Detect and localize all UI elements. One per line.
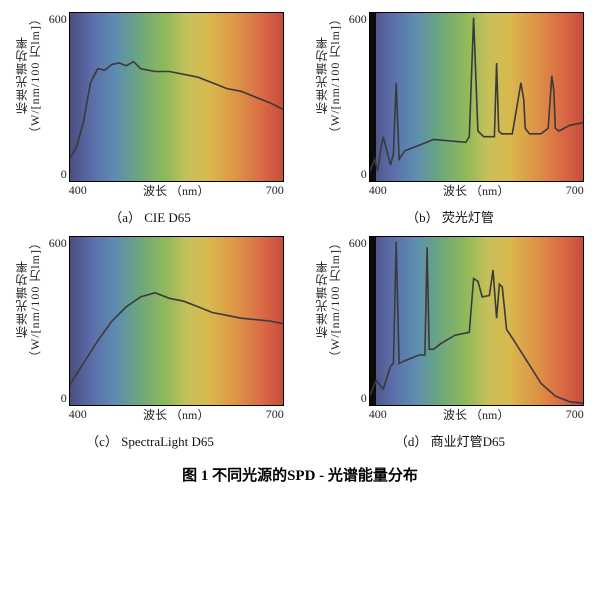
figure-caption: 图 1 不同光源的SPD - 光谱能量分布 [8, 464, 592, 485]
spd-plot-b [369, 12, 584, 182]
y-axis-label: 标准光谱功率 （W/[nm/100 万lm]） [16, 12, 42, 147]
panel-b: 标准光谱功率 （W/[nm/100 万lm]） 600 0 400 700 [308, 12, 592, 226]
x-axis-label: 波长 （nm） [69, 182, 284, 199]
spectrum-background [69, 236, 284, 406]
left-dark-bar [369, 236, 376, 406]
spd-plot-a [69, 12, 284, 182]
y-axis-label: 标准光谱功率 （W/[nm/100 万lm]） [316, 12, 342, 147]
left-dark-bar [369, 12, 376, 182]
panel-a: 标准光谱功率 （W/[nm/100 万lm]） 600 0 400 700 [8, 12, 292, 226]
subcaption-a: （a） CIE D65 [109, 207, 191, 226]
y-ticks: 600 0 [345, 12, 367, 182]
spectrum-background [369, 236, 584, 406]
subcaption-d: （d） 商业灯管D65 [395, 431, 505, 450]
subcaption-b: （b） 荧光灯管 [406, 207, 494, 226]
spectrum-background [69, 12, 284, 182]
y-ticks: 600 0 [345, 236, 367, 406]
subcaption-c: （c） SpectraLight D65 [86, 431, 214, 450]
spd-plot-c [69, 236, 284, 406]
y-ticks: 600 0 [45, 12, 67, 182]
panel-d: 标准光谱功率 （W/[nm/100 万lm]） 600 0 400 700 [308, 236, 592, 450]
x-axis-label: 波长 （nm） [369, 406, 584, 423]
x-axis-label: 波长 （nm） [369, 182, 584, 199]
x-axis-label: 波长 （nm） [69, 406, 284, 423]
y-axis-label: 标准光谱功率 （W/[nm/100 万lm]） [316, 236, 342, 371]
spd-plot-d [369, 236, 584, 406]
panel-c: 标准光谱功率 （W/[nm/100 万lm]） 600 0 400 700 [8, 236, 292, 450]
y-axis-label: 标准光谱功率 （W/[nm/100 万lm]） [16, 236, 42, 371]
y-ticks: 600 0 [45, 236, 67, 406]
